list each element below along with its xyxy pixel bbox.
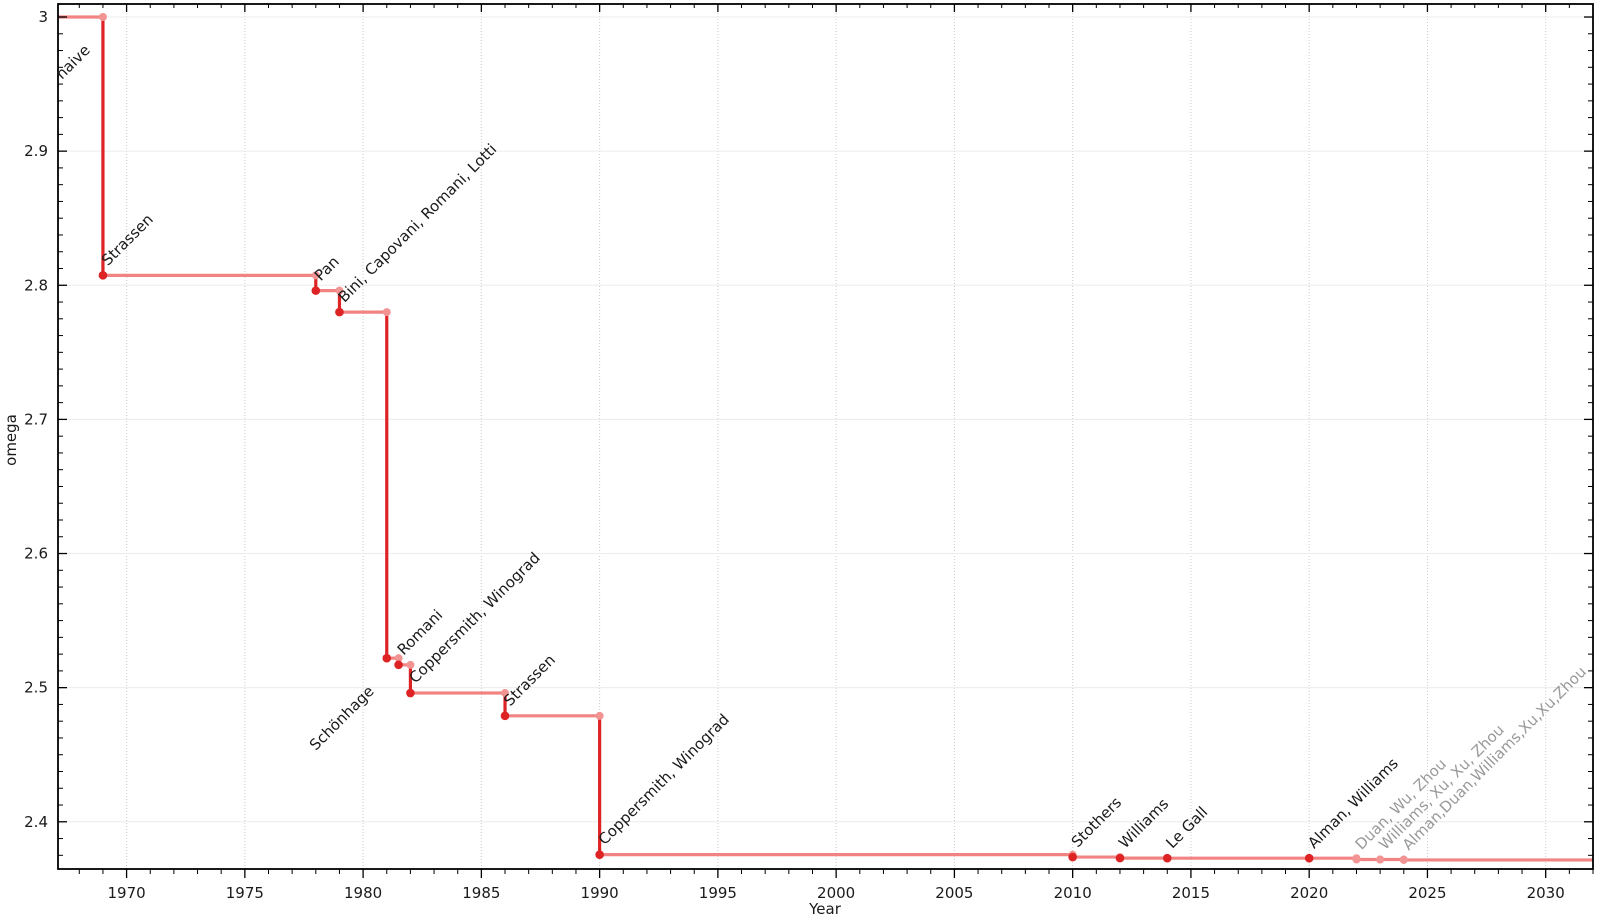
record-label: Strassen <box>98 210 157 269</box>
y-tick-label: 2.5 <box>24 679 48 697</box>
x-tick-label: 2015 <box>1172 884 1210 902</box>
record-dot <box>335 307 344 317</box>
record-label: Williams <box>1115 795 1172 852</box>
x-tick-label: 2020 <box>1290 884 1328 902</box>
record-label: Strassen <box>500 651 559 710</box>
y-tick-label: 2.6 <box>24 545 48 563</box>
x-tick-label: 1975 <box>226 884 264 902</box>
y-tick-label: 2.9 <box>24 142 48 160</box>
corner-dot <box>595 711 604 720</box>
x-tick-label: 2025 <box>1408 884 1446 902</box>
corner-dot <box>98 13 107 22</box>
record-dot <box>1304 853 1314 863</box>
x-tick-label: 1995 <box>699 884 737 902</box>
record-label: Schönhage <box>306 682 378 754</box>
record-dot <box>406 688 415 698</box>
record-dot <box>1352 855 1361 864</box>
x-tick-label: 1985 <box>462 884 500 902</box>
record-dot <box>1399 855 1408 864</box>
record-dot <box>500 711 510 721</box>
x-tick-label: 1990 <box>581 884 619 902</box>
corner-dot <box>382 308 391 317</box>
x-tick-label: 1980 <box>344 884 382 902</box>
record-dot <box>1376 855 1385 864</box>
y-tick-label: 2.8 <box>24 276 48 294</box>
record-dot <box>1068 852 1077 862</box>
x-axis-title: Year <box>808 900 842 918</box>
x-tick-label: 2030 <box>1527 884 1565 902</box>
y-tick-label: 3 <box>38 8 48 26</box>
corner-dot <box>501 689 510 698</box>
corner-dot <box>335 286 344 295</box>
x-tick-label: 2010 <box>1054 884 1092 902</box>
axis-ticks <box>58 4 1594 878</box>
record-dot <box>311 286 321 295</box>
corner-dot <box>394 654 403 663</box>
record-dot <box>595 850 604 859</box>
record-dot <box>1162 853 1172 863</box>
x-tick-label: 2005 <box>935 884 973 902</box>
plot-border <box>57 3 1594 870</box>
tick-labels: 1970 1975 1980 1985 1990 1995 2000 2005 2010 2015… <box>24 8 1565 902</box>
gridlines <box>58 4 1593 869</box>
data-series <box>58 13 1593 864</box>
record-dot <box>1115 853 1125 863</box>
record-label: Williams, Xu, Xu, Zhou <box>1375 721 1508 854</box>
record-dot <box>98 271 108 280</box>
y-tick-label: 2.7 <box>24 410 48 428</box>
record-label: Le Gall <box>1162 803 1211 852</box>
corner-dot <box>406 660 415 669</box>
x-tick-label: 2000 <box>817 884 855 902</box>
record-label: Coppersmith, Winograd <box>595 710 733 848</box>
corner-dot <box>311 271 320 280</box>
y-axis-title: omega <box>2 414 20 466</box>
record-label: Bini, Capovani, Romani, Lotti <box>335 140 501 306</box>
x-tick-label: 1970 <box>107 884 145 902</box>
record-dot <box>394 660 403 670</box>
y-tick-label: 2.4 <box>24 813 48 831</box>
record-dot <box>382 653 392 663</box>
